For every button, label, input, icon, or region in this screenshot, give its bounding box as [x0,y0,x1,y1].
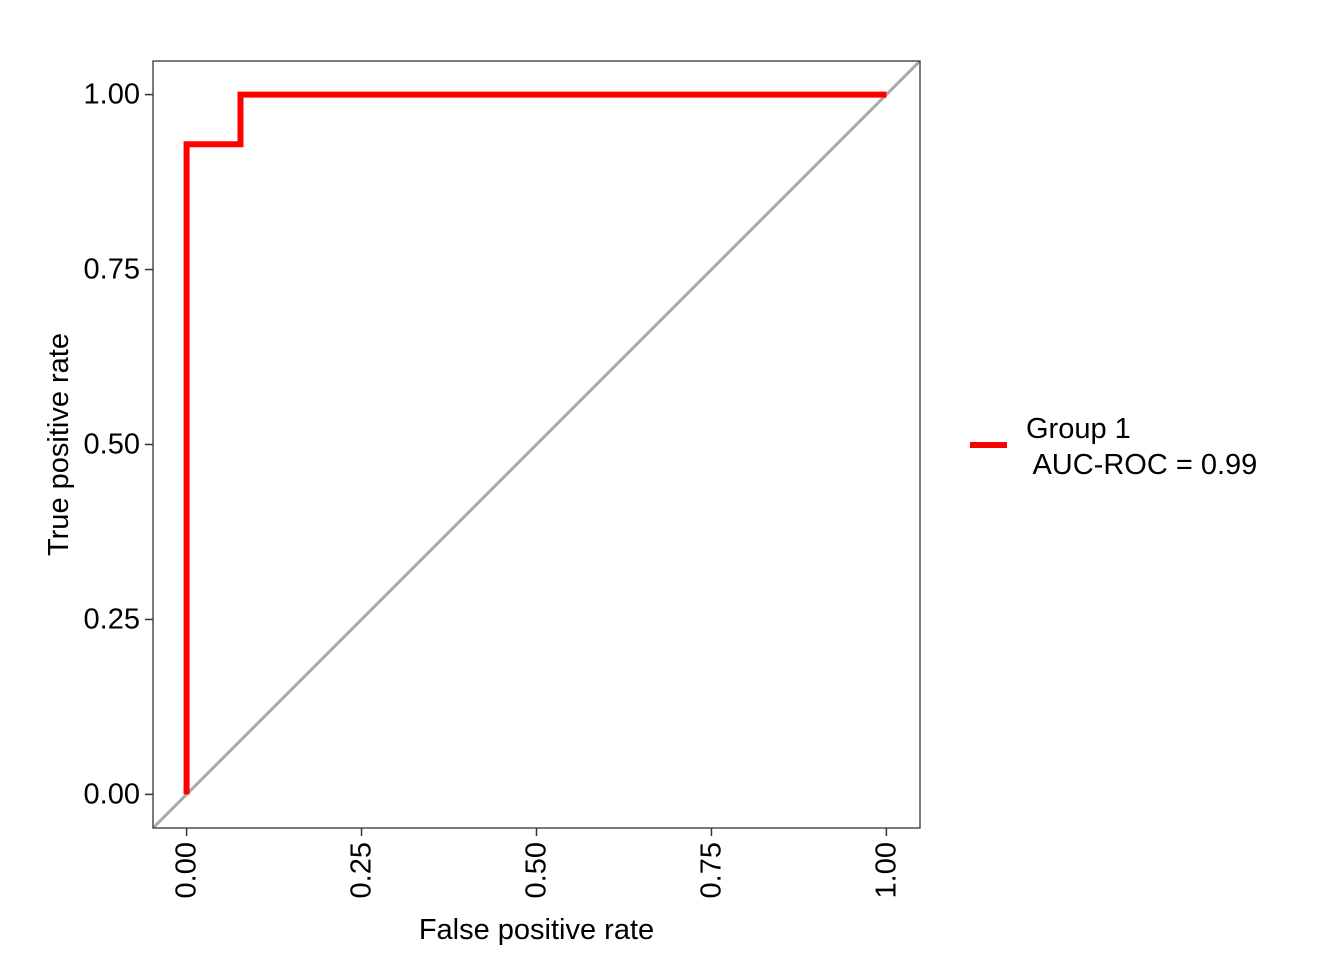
x-tick-label: 0.00 [171,842,203,898]
axes: 0.00 0.25 0.50 0.75 1.00 0.00 0.25 0.50 0.75 1.00 [84,79,903,899]
x-axis-title: False positive rate [419,914,654,946]
x-tick-label: 0.50 [521,842,553,898]
y-tick-label: 0.25 [84,603,140,635]
x-tick-label: 0.75 [695,842,727,898]
y-axis-title: True positive rate [43,333,75,556]
y-tick-label: 1.00 [84,79,140,111]
legend: Group 1 AUC-ROC = 0.99 [970,413,1257,481]
legend-label-auc: AUC-ROC = 0.99 [1026,449,1257,481]
legend-label-group: Group 1 [1026,413,1131,445]
y-tick-label: 0.50 [84,429,140,461]
x-tick-label: 0.25 [346,842,378,898]
reference-diagonal-line [153,61,920,828]
y-tick-label: 0.00 [84,778,140,810]
roc-curve-series-1 [183,91,887,795]
plot-area [153,61,920,828]
y-tick-label: 0.75 [84,254,140,286]
x-tick-label: 1.00 [870,842,902,898]
